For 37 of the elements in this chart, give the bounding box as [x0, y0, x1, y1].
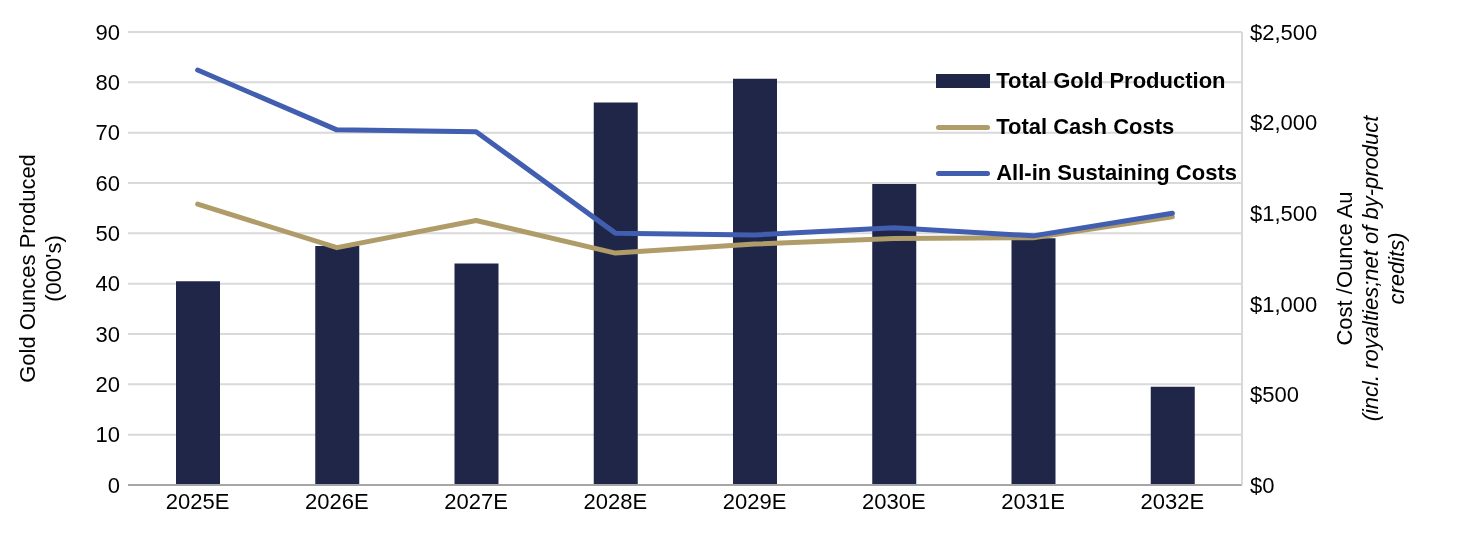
legend-label: Total Cash Costs	[996, 114, 1175, 140]
bar	[454, 263, 499, 485]
y-axis-title: Gold Ounces Produced (000's)	[15, 154, 66, 383]
bar	[872, 184, 917, 485]
y-tick-label: 0	[107, 472, 120, 498]
x-tick-label: 2029E	[722, 488, 787, 514]
y2-tick-label: $1,000	[1250, 291, 1318, 317]
y-tick-label: 40	[95, 271, 120, 297]
bar	[315, 245, 360, 485]
y-tick-label: 60	[95, 170, 120, 196]
y-tick-label: 30	[95, 321, 120, 347]
legend-label: Total Gold Production	[996, 68, 1226, 94]
x-tick-label: 2032E	[1140, 488, 1205, 514]
y-tick-label: 50	[95, 221, 120, 247]
y2-tick-label: $500	[1250, 382, 1299, 408]
y2-axis-title: Cost /Ounce Au (incl. royalties;net of by-product credits)	[1332, 114, 1409, 422]
y-tick-label: 10	[95, 422, 120, 448]
bar	[593, 102, 638, 485]
y2-tick-label: $1,500	[1250, 201, 1318, 227]
legend-label: All-in Sustaining Costs	[996, 160, 1237, 186]
y-tick-label: 80	[95, 70, 120, 96]
y2-tick-label: $2,000	[1250, 110, 1318, 136]
bar	[176, 281, 220, 485]
x-tick-label: 2028E	[583, 488, 648, 514]
x-tick-label: 2027E	[444, 488, 508, 514]
x-tick-label: 2031E	[1001, 488, 1065, 514]
y2-tick-label: $2,500	[1250, 19, 1318, 45]
x-tick-label: 2025E	[165, 488, 230, 514]
bar	[733, 78, 777, 485]
y-tick-label: 20	[95, 372, 120, 398]
x-tick-label: 2030E	[862, 488, 926, 514]
bar	[1150, 386, 1195, 485]
x-tick-label: 2026E	[305, 488, 369, 514]
bar	[1011, 238, 1056, 485]
y-tick-label: 70	[95, 120, 120, 146]
y2-tick-label: $0	[1250, 472, 1275, 498]
y-tick-label: 90	[95, 19, 120, 45]
